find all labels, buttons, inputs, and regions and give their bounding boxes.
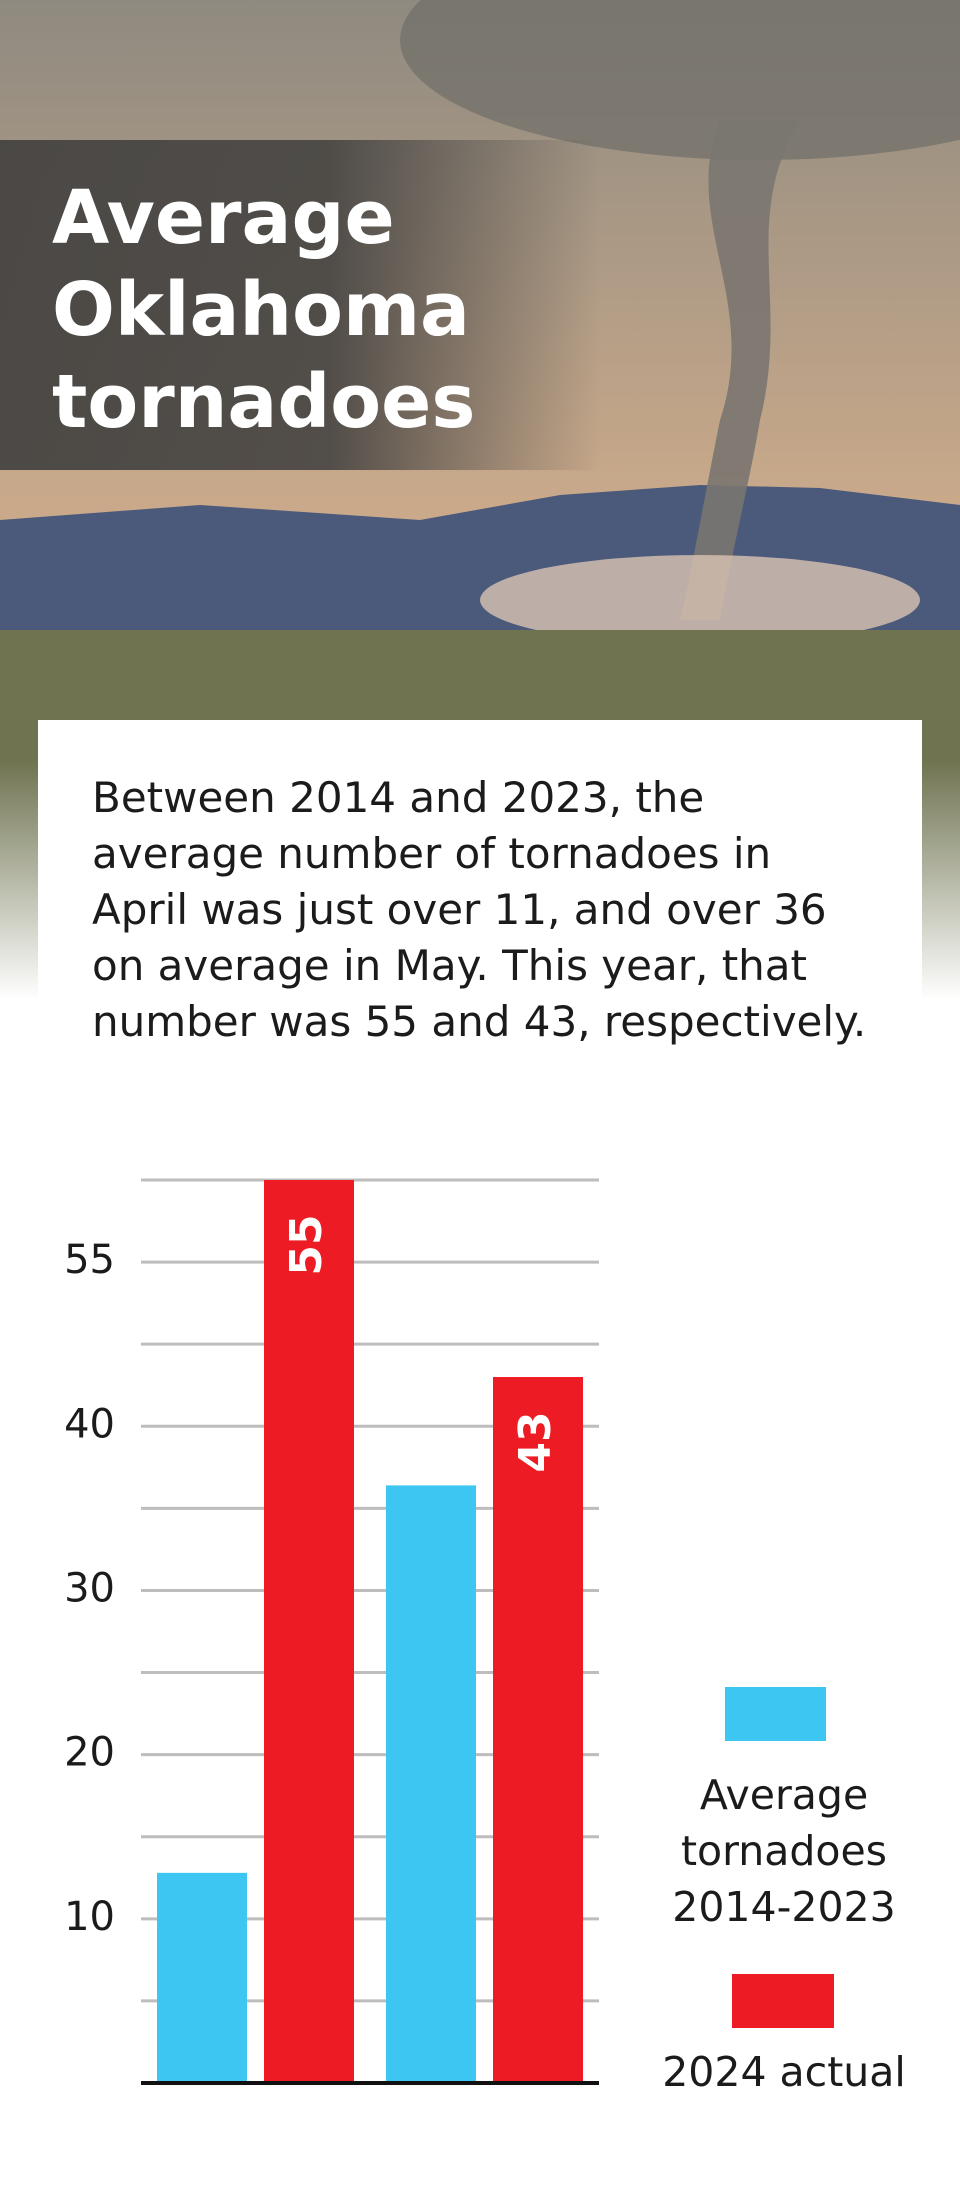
chart: 10 20 30 40 55 55 43: [64, 1178, 834, 2085]
y-tick-label: 20: [64, 1730, 115, 1776]
bar: [264, 1180, 354, 2083]
chart-title: Average Oklahoma tornadoes: [52, 175, 476, 445]
y-tick-label: 30: [64, 1565, 115, 1611]
text-card: [38, 720, 922, 1140]
legend-swatch: [725, 1687, 826, 1741]
data-label: 43: [510, 1411, 561, 1472]
bar: [386, 1485, 476, 2083]
data-label: 55: [281, 1214, 332, 1275]
bar: [493, 1377, 583, 2083]
description: Between 2014 and 2023, the average numbe…: [92, 773, 867, 1046]
legend-label: Average tornadoes 2014-2023: [672, 1771, 896, 1931]
y-tick-label: 40: [64, 1401, 115, 1447]
title-box: [0, 140, 600, 470]
legend-swatch: [732, 1974, 834, 2028]
y-tick-label: 10: [64, 1894, 115, 1940]
bar: [157, 1872, 247, 2083]
legend-label: 2024 actual: [662, 2048, 906, 2096]
y-tick-label: 55: [64, 1237, 115, 1283]
